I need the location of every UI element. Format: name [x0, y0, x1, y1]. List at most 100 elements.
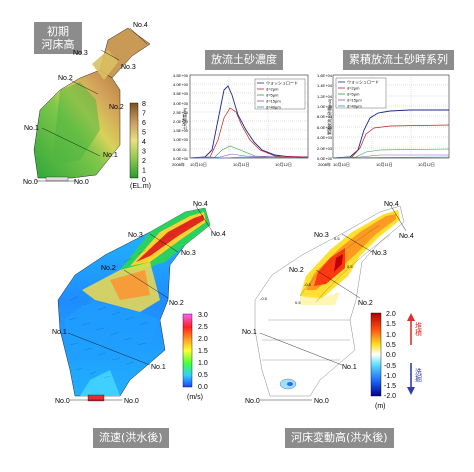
conc-series-washload [189, 85, 308, 159]
svg-text:5.0E-01: 5.0E-01 [173, 147, 188, 152]
bed-change-colorbar [370, 312, 382, 397]
svg-text:6.0E+03: 6.0E+03 [317, 125, 333, 130]
svg-text:0.5: 0.5 [386, 342, 396, 349]
initial-bed-colorbar [129, 102, 139, 179]
svg-text:1.4E+04: 1.4E+04 [317, 83, 333, 88]
bed-change-section-lines [259, 205, 407, 401]
velocity-caption: 流速(洪水後) [93, 428, 169, 448]
cumulative-xticks: 2008年 10月10日 10月11日 10月12日 [318, 161, 435, 167]
vel-label-no4-right: No.4 [211, 231, 226, 238]
cumulative-legend: ウォッシュロード d=2μm d=5μm d=15μm d=40μm [347, 79, 379, 109]
bed-label-no1-right: No.1 [342, 364, 357, 371]
bed-label-no0-left: No.0 [245, 398, 260, 405]
svg-text:3.0: 3.0 [198, 312, 208, 319]
svg-text:0: 0 [142, 177, 146, 184]
svg-text:0.5: 0.5 [295, 300, 301, 305]
svg-text:6: 6 [142, 120, 146, 127]
svg-text:1.0E+04: 1.0E+04 [317, 104, 333, 109]
svg-text:10月11日: 10月11日 [376, 162, 393, 167]
svg-text:1.6E+04: 1.6E+04 [317, 73, 333, 78]
svg-text:2008年: 2008年 [172, 161, 185, 167]
svg-text:-0.5: -0.5 [384, 363, 396, 370]
deposit-arrow [407, 313, 415, 345]
svg-text:1: 1 [142, 168, 146, 175]
bed-label-no2-right: No.2 [358, 300, 373, 307]
init-label-no0-left: No.0 [23, 179, 38, 186]
init-label-no3-left: No.3 [73, 50, 88, 57]
bed-label-no4-right: No.4 [399, 233, 414, 240]
initial-bed-unit: (EL.m) [130, 183, 151, 190]
svg-text:3.0E+00: 3.0E+00 [173, 101, 189, 106]
initial-bed-map [33, 27, 151, 182]
svg-text:0.0: 0.0 [386, 352, 396, 359]
svg-text:1.5: 1.5 [198, 348, 208, 355]
svg-text:2: 2 [142, 158, 146, 165]
svg-text:2008年: 2008年 [318, 161, 331, 167]
sediment-conc-title: 放流土砂濃度 [205, 50, 283, 70]
vel-label-no0-right: No.0 [124, 398, 139, 405]
svg-text:2.0E+03: 2.0E+03 [317, 146, 333, 151]
deposit-label: 堆積 [415, 321, 423, 337]
cumulative-yticks: 1.6E+04 1.4E+04 1.2E+04 1.0E+04 8.0E+03 … [317, 73, 333, 161]
vel-label-no2-left: No.2 [101, 265, 116, 272]
bed-change-contour-labels: 0.5 0.5 -0.5 0.5 -0.5 [260, 236, 353, 305]
svg-text:-2.0: -2.0 [384, 393, 396, 400]
svg-text:2.5: 2.5 [198, 324, 208, 331]
initial-bed-section-lines [36, 27, 148, 182]
svg-text:1.5: 1.5 [386, 321, 396, 328]
svg-text:3.5E+00: 3.5E+00 [173, 91, 189, 96]
init-label-no1-right: No.1 [103, 152, 118, 159]
svg-text:1.0E+00: 1.0E+00 [173, 137, 189, 142]
svg-text:-1.5: -1.5 [384, 383, 396, 390]
vel-label-no1-right: No.1 [151, 364, 166, 371]
cumulative-title: 累積放流土砂時系列 [343, 50, 454, 70]
svg-text:-1.0: -1.0 [384, 373, 396, 380]
svg-text:2.0E+00: 2.0E+00 [173, 119, 189, 124]
svg-text:-0.5: -0.5 [260, 296, 268, 301]
svg-text:ウォッシュロード: ウォッシュロード [347, 79, 379, 85]
svg-text:8: 8 [142, 101, 146, 108]
svg-text:d=5μm: d=5μm [347, 92, 360, 97]
svg-text:d=40μm: d=40μm [347, 104, 362, 109]
init-label-no0-right: No.0 [74, 179, 89, 186]
bed-label-no2-left: No.2 [289, 267, 304, 274]
vel-label-no3-left: No.3 [128, 232, 143, 239]
svg-text:5: 5 [142, 130, 146, 137]
cum-series-washload [332, 109, 449, 159]
sediment-conc-yticks: 4.5E+00 4.0E+00 3.5E+00 3.0E+00 2.5E+00 … [173, 73, 189, 161]
init-label-no3-right: No.3 [121, 64, 136, 71]
cum-series-d15 [332, 154, 449, 159]
vel-label-no2-right: No.2 [169, 300, 184, 307]
svg-text:d=5μm: d=5μm [266, 93, 279, 98]
svg-text:7: 7 [142, 111, 146, 118]
svg-text:0.5: 0.5 [347, 264, 353, 269]
sediment-conc-ylabel: 土砂濃度(%) [181, 107, 187, 130]
bed-change-caption: 河床変動高(洪水後) [285, 428, 394, 448]
bed-label-no0-right: No.0 [314, 398, 329, 405]
svg-text:0.5: 0.5 [198, 372, 208, 379]
svg-text:d=15μm: d=15μm [347, 98, 362, 103]
svg-text:10月11日: 10月11日 [233, 162, 250, 167]
svg-text:8.0E+03: 8.0E+03 [317, 114, 333, 119]
sediment-conc-chart [189, 74, 309, 159]
sediment-conc-legend: ウォッシュロード d=2μm d=5μm d=15μm d=40μm [266, 80, 298, 110]
svg-text:0.5: 0.5 [334, 236, 340, 241]
svg-text:1.0: 1.0 [386, 332, 396, 339]
svg-text:d=2μm: d=2μm [347, 86, 360, 91]
erosion-label: 洗掘 [415, 367, 423, 383]
velocity-unit: (m/s) [187, 394, 203, 401]
vel-label-no4-top: No.4 [193, 201, 208, 208]
conc-series-d2 [189, 107, 309, 159]
svg-text:10月12日: 10月12日 [418, 162, 435, 167]
svg-text:4: 4 [142, 139, 146, 146]
sediment-conc-xticks: 2008年 10月10日 10月11日 10月12日 [172, 161, 292, 167]
velocity-map [57, 207, 211, 402]
conc-series-d15 [189, 153, 309, 159]
svg-text:10月12日: 10月12日 [275, 162, 292, 167]
bed-label-no4-top: No.4 [384, 201, 399, 208]
svg-text:2.0: 2.0 [386, 311, 396, 318]
init-label-no2-left: No.2 [58, 75, 73, 82]
vel-label-no3-right: No.3 [181, 250, 196, 257]
initial-bed-title: 初期 河床高 [34, 22, 82, 54]
